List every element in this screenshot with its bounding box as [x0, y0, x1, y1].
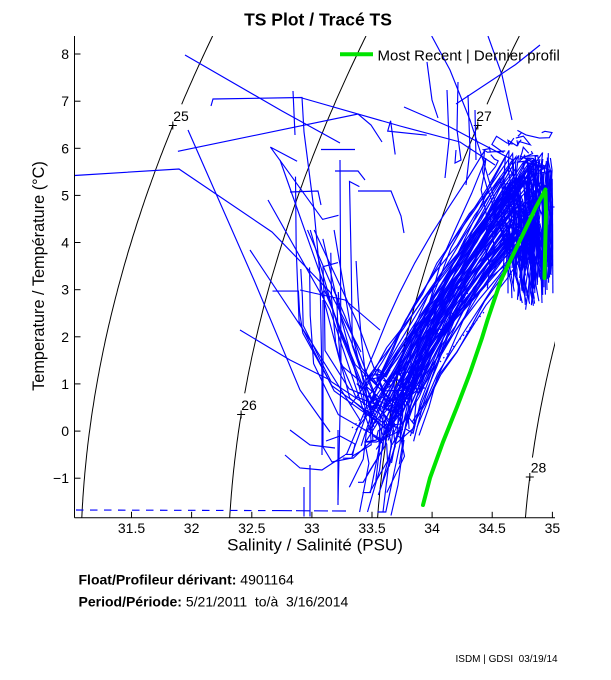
svg-text:6: 6	[61, 140, 69, 156]
svg-text:4: 4	[61, 235, 69, 251]
svg-text:Period/Période: 5/21/2011 to/: Period/Période: 5/21/2011 to/à 3/16/2014	[79, 594, 349, 610]
svg-text:32.5: 32.5	[238, 520, 265, 536]
svg-text:32: 32	[184, 520, 200, 536]
svg-text:35: 35	[545, 520, 561, 536]
svg-text:ISDM | GDSI 03/19/14: ISDM | GDSI 03/19/14	[456, 654, 559, 665]
svg-text:34: 34	[424, 520, 440, 536]
svg-text:Float/Profileur dérivant: 4901: Float/Profileur dérivant: 4901164	[79, 572, 294, 588]
svg-text:Salinity / Salinité (PSU): Salinity / Salinité (PSU)	[227, 536, 403, 555]
svg-text:−1: −1	[53, 470, 69, 486]
svg-text:TS Plot / Tracé TS: TS Plot / Tracé TS	[244, 10, 392, 30]
svg-text:8: 8	[61, 46, 69, 62]
svg-text:33.5: 33.5	[358, 520, 385, 536]
svg-text:0: 0	[61, 423, 69, 439]
svg-text:3: 3	[61, 282, 69, 298]
svg-text:31.5: 31.5	[118, 520, 145, 536]
svg-text:25: 25	[173, 108, 189, 124]
svg-text:26: 26	[241, 397, 257, 413]
svg-text:Temperature / Température (°C): Temperature / Température (°C)	[30, 161, 48, 391]
svg-text:28: 28	[531, 460, 547, 476]
svg-text:Most Recent | Dernier profil: Most Recent | Dernier profil	[378, 48, 560, 65]
svg-text:27: 27	[476, 108, 492, 124]
svg-text:33: 33	[304, 520, 320, 536]
svg-text:5: 5	[61, 187, 69, 203]
svg-text:1: 1	[61, 376, 69, 392]
svg-text:7: 7	[61, 93, 69, 109]
svg-text:34.5: 34.5	[479, 520, 506, 536]
svg-text:2: 2	[61, 329, 69, 345]
